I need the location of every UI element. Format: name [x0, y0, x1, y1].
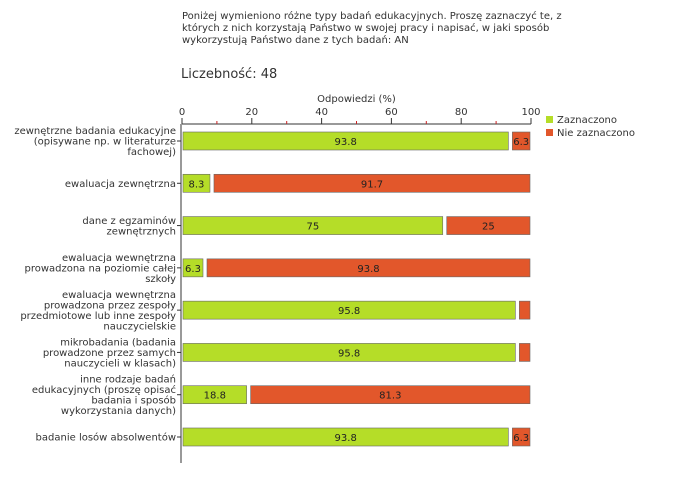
bar-zaznaczono: [182, 385, 247, 405]
bar-nie-zaznaczono: [206, 258, 531, 278]
bar-nie-zaznaczono: [519, 300, 531, 320]
bar-value-label: 81.3: [379, 391, 401, 402]
bar-zaznaczono: [182, 258, 204, 278]
category-label: zewnętrzne badania edukacyjne (opisywane …: [14, 126, 176, 158]
category-label: ewaluacja wewnętrzna prowadzona na poziom…: [24, 253, 176, 285]
legend-swatch-zaznaczono: [546, 116, 553, 123]
category-label: ewaluacja wewnętrzna prowadzona przez zes…: [20, 290, 176, 333]
category-label: mikrobadania (badania prowadzone przez sa…: [43, 337, 176, 369]
category-label: dane z egzaminów zewnętrznych: [82, 215, 176, 238]
bar-nie-zaznaczono: [519, 343, 531, 362]
bar-value-label: 6.3: [513, 137, 529, 148]
category-label: badanie losów absolwentów: [36, 432, 176, 444]
bar-value-label: 93.8: [357, 264, 379, 275]
x-tick-label: 20: [245, 107, 258, 118]
bar-nie-zaznaczono: [446, 216, 531, 235]
question-text: Poniżej wymieniono różne typy badań eduk…: [182, 11, 562, 46]
x-tick-label: 40: [315, 107, 328, 118]
bar-value-label: 91.7: [361, 179, 383, 190]
bar-value-label: 93.8: [335, 137, 357, 148]
category-label: inne rodzaje badań edukacyjnych (proszę o…: [32, 373, 176, 417]
bar-value-label: 6.3: [513, 433, 529, 444]
bar-zaznaczono: [182, 343, 516, 362]
bar-value-label: 8.3: [189, 179, 205, 190]
bar-value-label: 6.3: [185, 264, 201, 275]
category-label: ewaluacja zewnętrzna: [65, 179, 176, 190]
bars-group: 93.8 6.3 8.3 91.7 75 25 6.3 93.8 95.8 95.8 18.8 81.…: [182, 131, 531, 447]
axis-group: 0 20 40 60 80 100: [177, 107, 541, 463]
legend-swatch-nie-zaznaczono: [546, 129, 553, 136]
bar-nie-zaznaczono: [512, 427, 531, 447]
bar-value-label: 75: [307, 222, 320, 233]
bar-nie-zaznaczono: [213, 173, 531, 193]
legend-label: Zaznaczono: [557, 115, 617, 126]
x-tick-label: 0: [179, 107, 185, 118]
bar-zaznaczono: [182, 173, 211, 193]
bar-value-label: 95.8: [338, 348, 360, 359]
bar-zaznaczono: [182, 131, 509, 151]
x-tick-label: 80: [455, 107, 468, 118]
bar-value-label: 18.8: [204, 391, 226, 402]
x-tick-label: 100: [521, 107, 540, 118]
sample-size-label: Liczebność: 48: [181, 67, 278, 82]
bar-nie-zaznaczono: [512, 131, 531, 151]
bar-nie-zaznaczono: [250, 385, 531, 405]
bar-zaznaczono: [182, 300, 516, 320]
legend-label: Nie zaznaczono: [557, 128, 635, 139]
category-labels-group: zewnętrzne badania edukacyjne (opisywane …: [14, 126, 176, 444]
bar-value-label: 93.8: [335, 433, 357, 444]
bar-zaznaczono: [182, 216, 444, 235]
bar-zaznaczono: [182, 427, 509, 447]
x-tick-label: 60: [385, 107, 398, 118]
bar-value-label: 25: [482, 222, 495, 233]
axis-title: Odpowiedzi (%): [317, 94, 396, 105]
legend: Zaznaczono Nie zaznaczono: [546, 115, 635, 139]
bar-value-label: 95.8: [338, 306, 360, 317]
